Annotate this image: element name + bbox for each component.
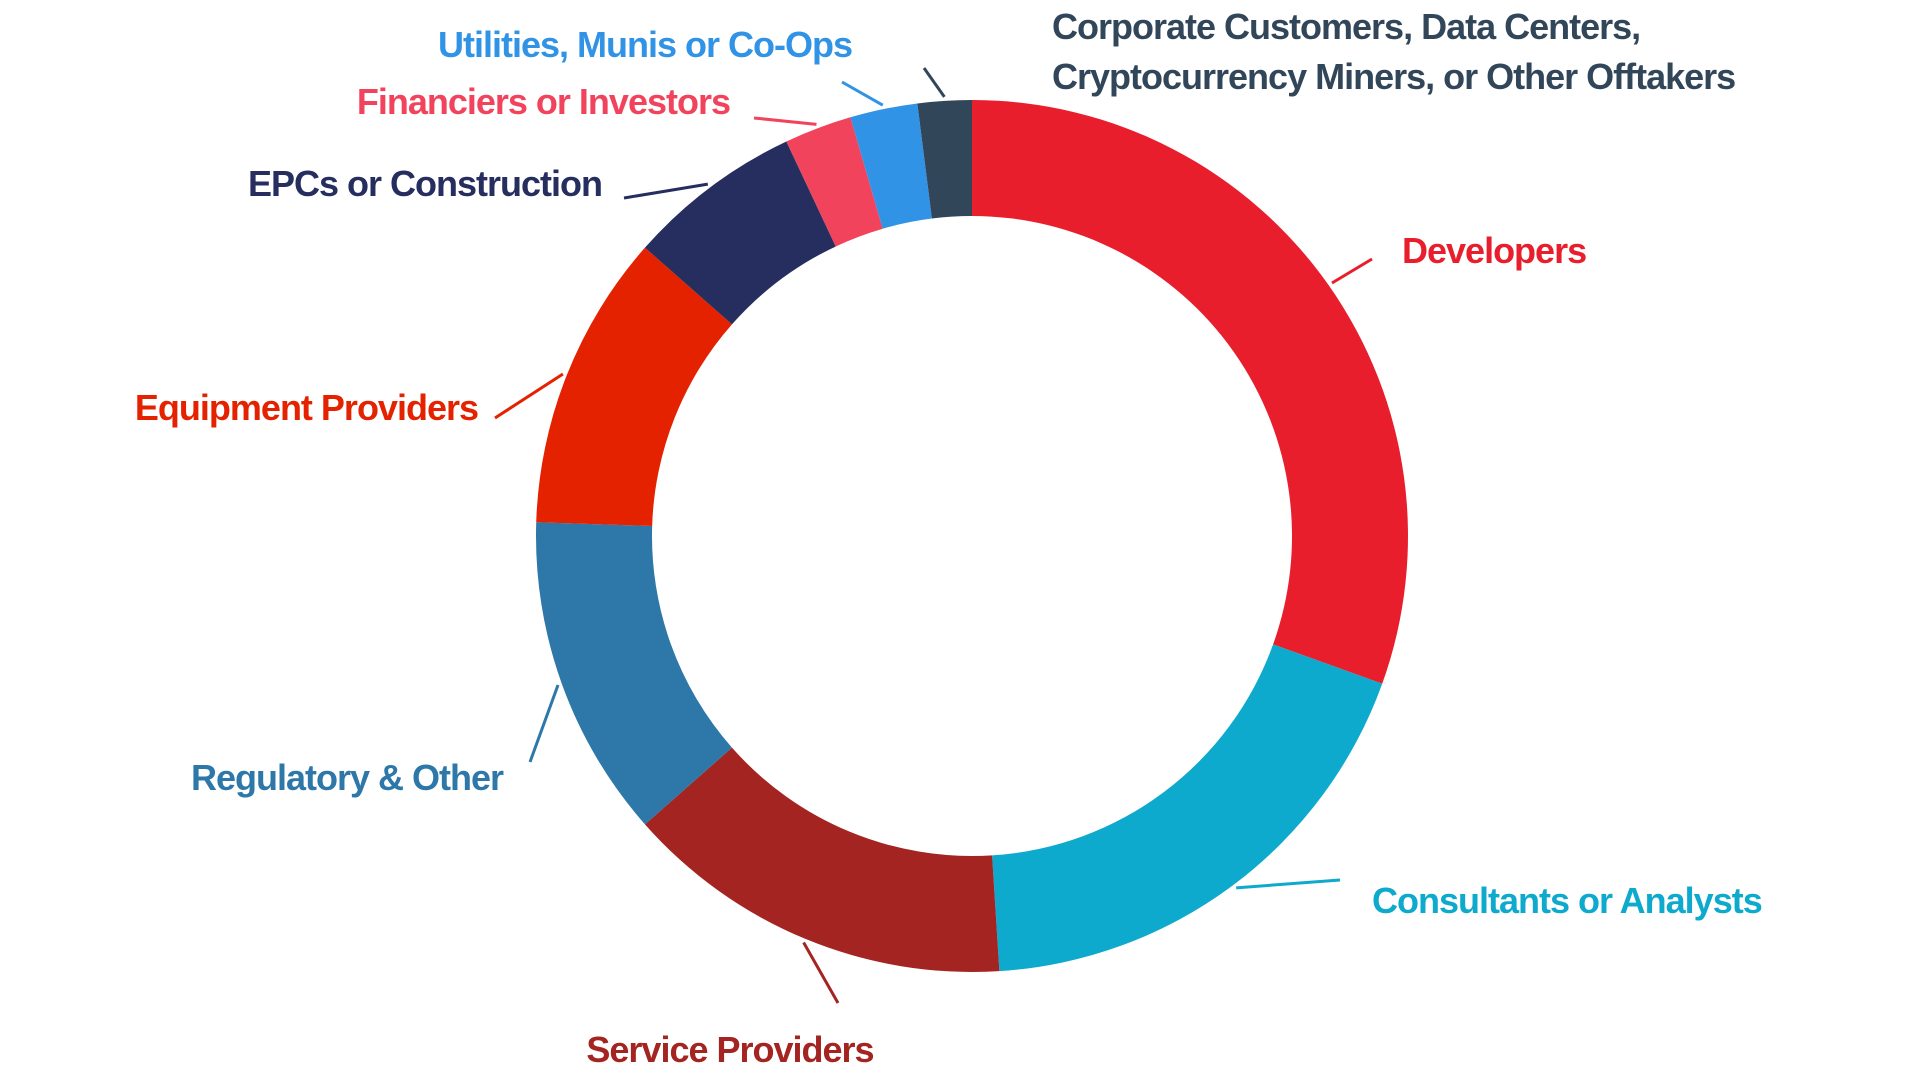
leader-line-developers: [1331, 257, 1373, 285]
slice-label-regulatory-other: Regulatory & Other: [191, 757, 504, 798]
slice-equipment-providers: [536, 247, 732, 526]
slice-utilities-munis-or-co-ops: [850, 103, 932, 229]
leader-line-financiers-or-investors: [753, 116, 817, 126]
slice-developers: [972, 100, 1408, 684]
slice-label-developers: Developers: [1402, 230, 1586, 271]
leader-line-epcs-or-construction: [623, 182, 709, 200]
leader-line-consultants-or-analysts: [1236, 878, 1341, 890]
leader-line-equipment-providers: [494, 372, 564, 420]
leader-line-utilities-munis-or-co-ops: [841, 80, 884, 107]
slice-financiers-or-investors: [786, 117, 883, 247]
slice-epcs-or-construction: [644, 141, 836, 325]
slice-label-equipment-providers: Equipment Providers: [135, 387, 478, 428]
leader-line-corporate-customers-data-centers-cryptocurrency-miners-or-other-offtakers: [922, 67, 946, 98]
slice-label-corporate-customers-data-centers-cryptocurrency-miners-or-other-offtakers: Corporate Customers, Data Centers, Crypto…: [1052, 6, 1735, 97]
slice-label-epcs-or-construction: EPCs or Construction: [248, 163, 602, 204]
slice-service-providers: [644, 747, 1000, 972]
leader-line-service-providers: [802, 941, 840, 1004]
slice-label-financiers-or-investors: Financiers or Investors: [357, 81, 730, 122]
leader-line-regulatory-other: [528, 684, 560, 763]
slice-label-consultants-or-analysts: Consultants or Analysts: [1372, 880, 1762, 921]
slice-label-utilities-munis-or-co-ops: Utilities, Munis or Co-Ops: [438, 24, 852, 65]
slice-corporate-customers-data-centers-cryptocurrency-miners-or-other-offtakers: [917, 100, 972, 219]
slice-consultants-or-analysts: [992, 644, 1383, 972]
slice-label-service-providers: Service Providers: [586, 1029, 873, 1070]
slice-regulatory-other: [536, 522, 732, 825]
